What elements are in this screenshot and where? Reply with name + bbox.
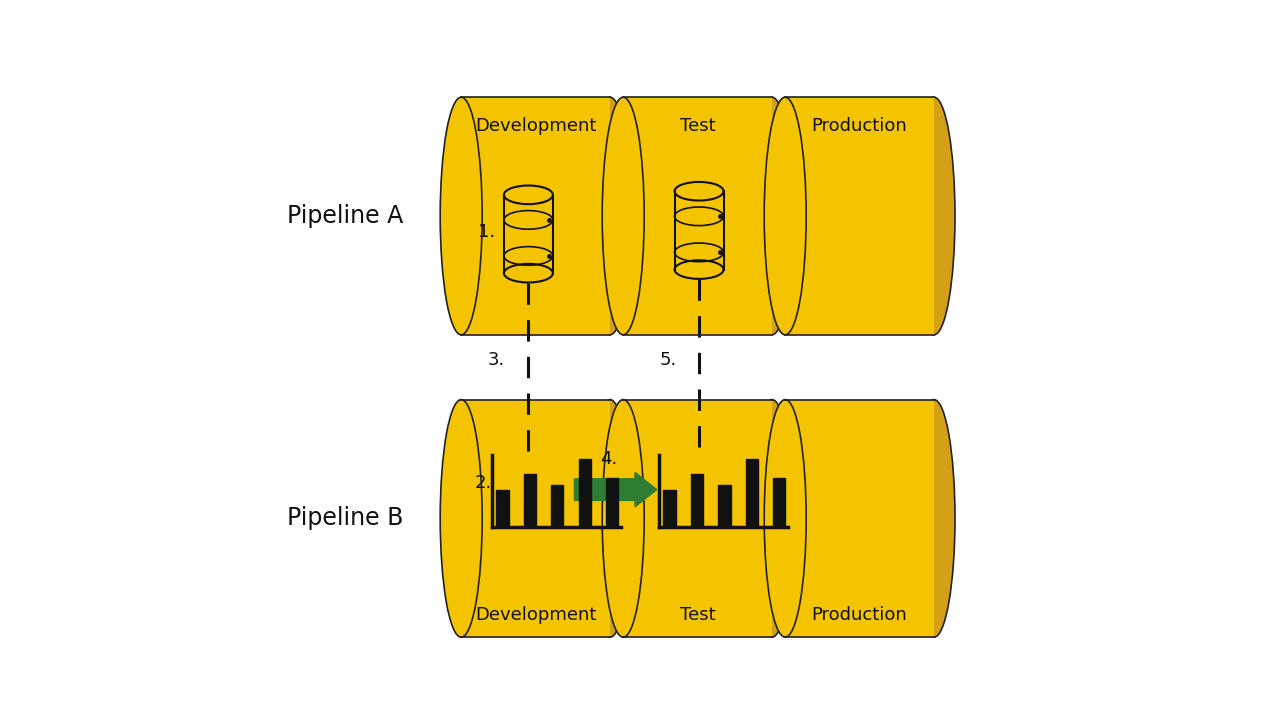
Bar xyxy=(745,459,758,527)
FancyArrow shape xyxy=(575,472,657,507)
Ellipse shape xyxy=(913,400,955,637)
Bar xyxy=(773,478,785,527)
Bar xyxy=(785,400,934,637)
Ellipse shape xyxy=(589,97,631,335)
Text: Test: Test xyxy=(680,606,716,624)
Ellipse shape xyxy=(504,186,553,204)
Ellipse shape xyxy=(504,264,553,282)
Text: 1.: 1. xyxy=(479,222,495,240)
Bar xyxy=(623,400,772,637)
Bar xyxy=(461,97,611,335)
Text: Development: Development xyxy=(475,117,596,135)
Bar xyxy=(663,490,676,527)
Bar xyxy=(524,474,536,527)
Ellipse shape xyxy=(751,97,794,335)
Bar xyxy=(785,97,934,335)
Text: 5.: 5. xyxy=(659,351,677,369)
Bar xyxy=(579,459,591,527)
Ellipse shape xyxy=(764,400,806,637)
Ellipse shape xyxy=(764,97,806,335)
Bar xyxy=(504,195,553,273)
Text: Production: Production xyxy=(812,117,908,135)
Text: 3.: 3. xyxy=(488,351,504,369)
Text: 2.: 2. xyxy=(474,474,492,492)
Text: Test: Test xyxy=(680,117,716,135)
Text: Pipeline B: Pipeline B xyxy=(287,506,403,531)
Bar xyxy=(675,192,723,269)
Bar xyxy=(552,485,563,527)
Ellipse shape xyxy=(675,182,723,201)
Ellipse shape xyxy=(602,400,644,637)
Ellipse shape xyxy=(675,260,723,279)
Bar xyxy=(497,490,508,527)
Ellipse shape xyxy=(751,400,794,637)
Text: Development: Development xyxy=(475,606,596,624)
Bar xyxy=(691,474,703,527)
Bar xyxy=(718,485,731,527)
Ellipse shape xyxy=(913,97,955,335)
Text: Pipeline A: Pipeline A xyxy=(287,204,403,228)
Ellipse shape xyxy=(602,97,644,335)
Text: 4.: 4. xyxy=(600,451,617,469)
Bar xyxy=(623,97,772,335)
Ellipse shape xyxy=(440,400,483,637)
Ellipse shape xyxy=(589,400,631,637)
Text: Production: Production xyxy=(812,606,908,624)
Bar xyxy=(605,478,618,527)
Ellipse shape xyxy=(440,97,483,335)
Bar xyxy=(461,400,611,637)
